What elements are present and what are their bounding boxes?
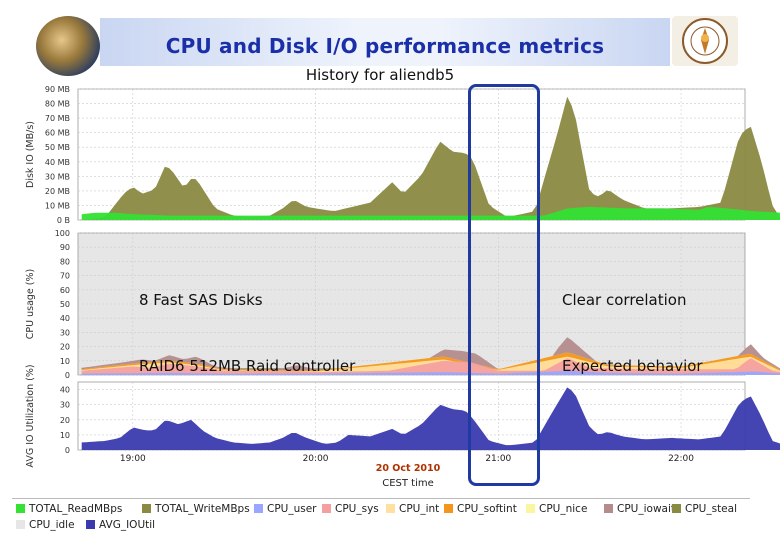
x-axis-label: CEST time — [382, 478, 434, 489]
legend-label: CPU_steal — [685, 503, 737, 515]
legend-label: TOTAL_WriteMBps — [155, 503, 250, 515]
chart-title: History for aliendb5 — [306, 66, 454, 84]
globe-emblem-logo — [36, 16, 100, 76]
legend-item-cpu_user: CPU_user — [254, 502, 317, 516]
x-tick-label: 20:00 — [303, 454, 329, 464]
x-tick-label: 21:00 — [485, 454, 511, 464]
cpu-ylabel: CPU usage (%) — [25, 269, 36, 339]
legend-item-cpu_nice: CPU_nice — [526, 502, 587, 516]
annotation-right-line-2: Expected behavior — [562, 357, 703, 375]
legend-swatch — [322, 504, 331, 513]
legend-swatch — [16, 520, 25, 529]
cpu-tick-label: 50 — [60, 300, 70, 309]
legend-swatch — [444, 504, 453, 513]
legend-label: CPU_int — [399, 503, 440, 515]
legend-label: CPU_sys — [335, 503, 379, 515]
legend-item-total_writembps: TOTAL_WriteMBps — [142, 502, 250, 516]
legend-item-cpu_iowait: CPU_iowait — [604, 502, 675, 516]
cpu-tick-label: 40 — [60, 314, 70, 323]
disk-series-total_readmbps — [81, 206, 780, 220]
cpu-series-cpu_sys — [81, 358, 780, 375]
disk-tick-label: 0 B — [57, 216, 70, 225]
legend-label: CPU_nice — [539, 503, 588, 515]
legend-item-cpu_idle: CPU_idle — [16, 518, 75, 532]
date-label: 20 Oct 2010 — [376, 463, 441, 474]
legend-item-total_readmbps: TOTAL_ReadMBps — [16, 502, 122, 516]
legend-item-cpu_softint: CPU_softint — [444, 502, 517, 516]
legend-swatch — [16, 504, 25, 513]
cpu-tick-label: 0 — [65, 371, 70, 380]
disk-tick-label: 40 MB — [45, 158, 70, 167]
slide-title: CPU and Disk I/O performance metrics — [165, 34, 605, 58]
disk-tick-label: 30 MB — [45, 172, 70, 181]
disk-ylabel: Disk IO (MB/s) — [25, 121, 36, 188]
cpu-tick-label: 10 — [60, 357, 70, 366]
legend-item-cpu_int: CPU_int — [386, 502, 439, 516]
legend-label: TOTAL_ReadMBps — [29, 503, 123, 515]
university-seal-logo — [672, 16, 738, 66]
cpu-tick-label: 20 — [60, 343, 70, 352]
avgio-tick-label: 10 — [60, 431, 70, 440]
university-seal-icon — [682, 18, 728, 64]
avgio-tick-label: 0 — [65, 446, 70, 455]
disk-tick-label: 90 MB — [45, 85, 70, 94]
legend-swatch — [386, 504, 395, 513]
legend-label: AVG_IOUtil — [99, 519, 156, 531]
disk-tick-label: 60 MB — [45, 129, 70, 138]
cpu-tick-label: 80 — [60, 257, 70, 266]
correlation-highlight-box — [468, 84, 540, 486]
legend-swatch — [672, 504, 681, 513]
cpu-tick-label: 100 — [55, 229, 70, 238]
cpu-tick-label: 30 — [60, 328, 70, 337]
disk-tick-label: 20 MB — [45, 187, 70, 196]
legend-swatch — [86, 520, 95, 529]
annotation-left: 8 Fast SAS Disks RAID6 512MB Raid contro… — [139, 245, 355, 421]
legend-item-cpu_sys: CPU_sys — [322, 502, 379, 516]
annotation-left-line-2: RAID6 512MB Raid controller — [139, 357, 356, 375]
chart-legend: TOTAL_ReadMBps TOTAL_WriteMBps CPU_user CPU… — [12, 498, 750, 535]
annotation-right-line-1: Clear correlation — [562, 291, 687, 309]
avgio-tick-label: 30 — [60, 401, 70, 410]
legend-item-avg_ioutil: AVG_IOUtil — [86, 518, 155, 532]
x-tick-label: 22:00 — [668, 454, 694, 464]
legend-label: CPU_iowait — [617, 503, 675, 515]
disk-tick-label: 10 MB — [45, 201, 70, 210]
avgio-ylabel: AVG IO Utilization (%) — [25, 364, 36, 467]
disk-tick-label: 80 MB — [45, 100, 70, 109]
legend-swatch — [604, 504, 613, 513]
legend-label: CPU_softint — [457, 503, 517, 515]
legend-swatch — [254, 504, 263, 513]
avgio-tick-label: 20 — [60, 416, 70, 425]
cpu-series-cpu_user — [81, 370, 780, 375]
disk-tick-label: 50 MB — [45, 143, 70, 152]
legend-item-cpu_steal: CPU_steal — [672, 502, 737, 516]
legend-label: CPU_idle — [29, 519, 75, 531]
title-banner — [100, 18, 670, 66]
cpu-tick-label: 70 — [60, 272, 70, 281]
annotation-left-line-1: 8 Fast SAS Disks — [139, 291, 263, 309]
disk-series-total_writembps — [81, 96, 780, 220]
cpu-tick-label: 90 — [60, 243, 70, 252]
legend-swatch — [526, 504, 535, 513]
annotation-right: Clear correlation Expected behavior — [562, 245, 703, 421]
avgio-tick-label: 40 — [60, 386, 70, 395]
legend-label: CPU_user — [267, 503, 317, 515]
cpu-tick-label: 60 — [60, 286, 70, 295]
disk-tick-label: 70 MB — [45, 114, 70, 123]
avgio-series-avg_ioutil — [81, 387, 780, 450]
legend-swatch — [142, 504, 151, 513]
x-tick-label: 19:00 — [120, 454, 146, 464]
